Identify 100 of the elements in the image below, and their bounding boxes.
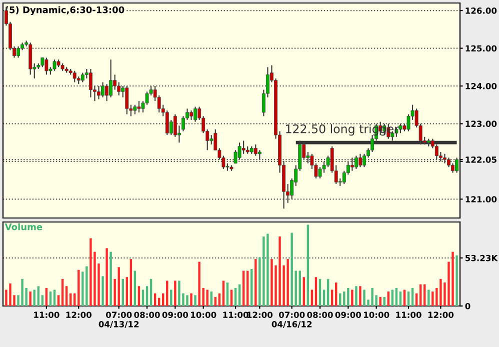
bar <box>334 282 338 306</box>
bar <box>314 277 318 306</box>
bar <box>403 290 406 306</box>
bar <box>407 292 410 306</box>
bar <box>102 276 104 306</box>
y-tick-label: 125.00 <box>466 45 497 52</box>
bar <box>234 288 237 306</box>
bar <box>198 262 200 306</box>
bar <box>9 283 12 306</box>
bar <box>428 290 430 306</box>
bar <box>29 292 32 306</box>
x-tick-label: 10:00 <box>364 312 390 318</box>
candlestick <box>398 123 402 134</box>
bar <box>230 290 233 306</box>
bar <box>306 224 310 306</box>
bar <box>222 280 225 306</box>
bar <box>238 284 241 306</box>
bar <box>391 290 394 306</box>
candlestick <box>125 85 129 115</box>
bar <box>37 286 40 306</box>
bar <box>456 255 458 306</box>
bar <box>399 292 402 306</box>
candlestick <box>258 150 262 160</box>
bar <box>86 266 88 306</box>
bar <box>210 292 212 306</box>
bar <box>351 290 354 306</box>
bar <box>379 296 382 306</box>
bar <box>262 236 265 306</box>
candlestick <box>133 104 137 115</box>
bar <box>355 286 358 306</box>
x-tick-label: 09:00 <box>162 312 188 318</box>
candlestick <box>254 144 258 156</box>
bar <box>318 278 322 306</box>
bar <box>146 286 148 306</box>
bar <box>411 288 414 306</box>
bar <box>33 290 36 306</box>
candlestick <box>190 110 193 120</box>
bar <box>170 290 172 306</box>
candlestick <box>238 142 242 160</box>
bar <box>110 252 112 306</box>
bar <box>363 290 366 306</box>
bar <box>302 277 306 306</box>
bar <box>190 293 192 306</box>
bar <box>130 259 132 306</box>
bar <box>395 288 398 306</box>
x-tick-label: 08:00 <box>134 312 160 318</box>
bar <box>78 270 80 306</box>
x-tick-label: 12:00 <box>428 312 454 318</box>
bar <box>138 286 140 306</box>
candlestick <box>101 82 104 98</box>
bar <box>166 280 168 306</box>
bar <box>423 284 426 306</box>
bar <box>387 292 390 306</box>
bar <box>114 278 116 306</box>
bar <box>310 290 314 306</box>
candlestick <box>455 157 458 174</box>
bar <box>347 288 350 306</box>
bar <box>419 284 422 306</box>
x-tick-label: 08:00 <box>307 312 333 318</box>
bar <box>226 282 229 306</box>
candlestick <box>105 84 109 102</box>
candlestick <box>242 140 246 154</box>
bar <box>174 280 176 306</box>
y-tick-label: 123.00 <box>466 120 497 127</box>
bar <box>150 278 152 306</box>
bar <box>290 232 293 306</box>
bar <box>371 288 374 306</box>
y-tick-label: 126.00 <box>466 8 497 14</box>
bar <box>254 259 257 306</box>
bar <box>21 278 24 306</box>
bar <box>65 286 68 306</box>
y-tick-label: 0 <box>465 302 470 310</box>
bar <box>270 259 273 306</box>
bar <box>178 280 180 306</box>
bar <box>294 270 297 306</box>
y-tick-label: 122.05 <box>466 156 496 163</box>
y-tick-label: 124.00 <box>466 82 497 90</box>
bar <box>118 267 120 306</box>
bar <box>90 238 92 306</box>
candlestick <box>109 59 113 98</box>
y-tick-label: 53.23K <box>466 254 498 262</box>
candlestick <box>358 153 362 168</box>
y-tick-label: 121.00 <box>466 196 497 202</box>
bar <box>286 259 289 306</box>
bar <box>246 270 249 306</box>
bar <box>122 278 124 306</box>
bar <box>359 286 362 306</box>
x-tick-label: 09:00 <box>335 312 362 318</box>
bar <box>126 277 128 306</box>
bar <box>322 290 326 306</box>
bar <box>206 290 208 306</box>
candlestick <box>52 59 56 72</box>
candlestick <box>350 157 354 172</box>
bar <box>61 278 64 306</box>
candlestick <box>97 85 100 100</box>
bar <box>214 296 217 306</box>
chart-title: Volume <box>4 223 42 230</box>
bar <box>49 292 52 306</box>
bar <box>242 270 245 306</box>
x-tick-label: 12:00 <box>66 312 92 318</box>
